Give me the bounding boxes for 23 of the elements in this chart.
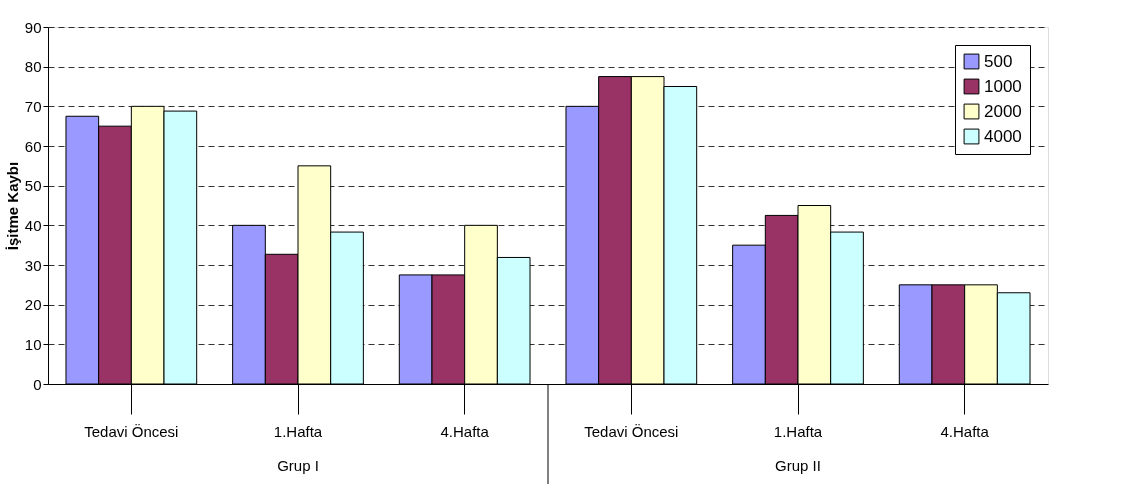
y-tick-label: 50: [24, 177, 42, 195]
legend-label: 1000: [984, 76, 1022, 96]
y-tick-label: 60: [24, 137, 42, 155]
y-axis-title: İşitme Kaybı: [3, 161, 21, 251]
y-tick-label: 70: [24, 97, 42, 115]
legend-label: 4000: [984, 126, 1022, 146]
x-tick-label: 1.Hafta: [773, 422, 823, 440]
text: Grup I: [277, 457, 319, 474]
y-tick-label: 80: [24, 58, 42, 76]
text: Grup II: [775, 457, 821, 474]
x-tick-label: Tedavi Öncesi: [584, 422, 679, 440]
y-tick-label: 40: [24, 216, 42, 234]
y-tick-label: 20: [24, 296, 42, 314]
x-tick-label: 4.Hafta: [940, 422, 990, 440]
x-tick-label: 4.Hafta: [440, 422, 490, 440]
y-tick-label: 30: [24, 256, 42, 274]
y-tick-label: 10: [24, 335, 42, 353]
x-tick-label: Tedavi Öncesi: [84, 422, 179, 440]
y-tick-label: 0: [33, 375, 42, 393]
legend-label: 500: [984, 51, 1013, 71]
y-tick-label: 90: [24, 18, 42, 36]
x-tick-label: 1.Hafta: [273, 422, 323, 440]
legend-label: 2000: [984, 101, 1022, 121]
